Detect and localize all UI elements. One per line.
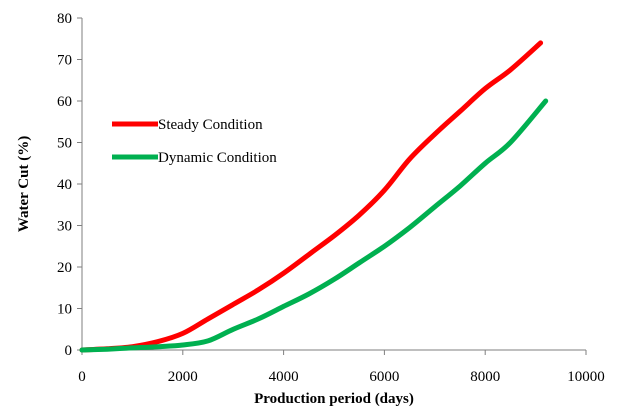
x-tick-label: 10000	[567, 369, 605, 385]
legend-label-dynamic: Dynamic Condition	[158, 150, 277, 166]
x-tick-label: 8000	[470, 369, 500, 385]
series-line-dynamic	[79, 98, 549, 353]
y-tick-label: 30	[57, 219, 72, 235]
x-axis-title: Production period (days)	[254, 391, 414, 407]
x-tick-label: 4000	[269, 369, 299, 385]
y-tick-label: 60	[57, 94, 72, 110]
y-tick-label: 20	[57, 260, 72, 276]
y-tick-label: 50	[57, 136, 72, 152]
legend: Steady Condition Dynamic Condition	[112, 117, 277, 166]
y-tick-label: 0	[65, 343, 73, 359]
y-tick-label: 10	[57, 302, 72, 318]
x-tick-label: 6000	[369, 369, 399, 385]
y-tick-label: 80	[57, 11, 72, 27]
legend-label-steady: Steady Condition	[158, 117, 263, 133]
ticks: 0 10 20 30 40 50 60 70 80 0 2000 4000 6000 8000 10000	[57, 11, 605, 385]
y-tick-label: 40	[57, 177, 72, 193]
series-lines	[79, 40, 549, 353]
x-tick-label: 2000	[168, 369, 198, 385]
x-tick-label: 0	[78, 369, 86, 385]
y-tick-label: 70	[57, 53, 72, 69]
y-axis-title: Water Cut (%)	[16, 136, 32, 232]
series-line-steady	[79, 40, 544, 353]
